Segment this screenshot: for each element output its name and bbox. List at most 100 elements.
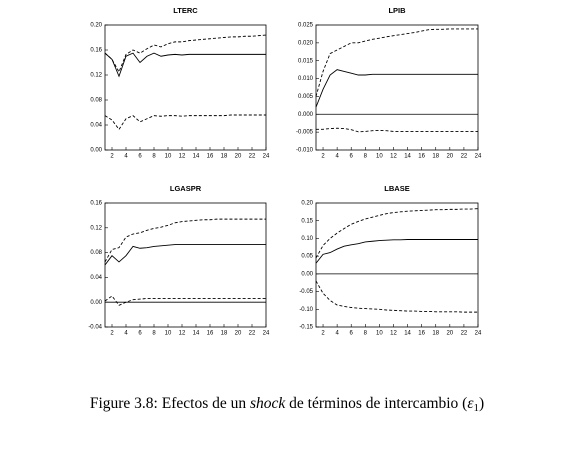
series-line [104, 218, 266, 263]
y-tick-label: 0.05 [301, 254, 313, 260]
series-line [315, 280, 478, 313]
x-tick-label: 20 [446, 154, 453, 160]
x-tick-label: 2 [110, 331, 114, 337]
y-tick-label: -0.15 [299, 325, 313, 331]
x-tick-label: 22 [249, 154, 256, 160]
plot-frame [104, 24, 267, 151]
x-tick-label: 10 [376, 331, 383, 337]
x-tick-label: 16 [207, 331, 214, 337]
series-line [104, 244, 266, 266]
y-tick-label: 0.005 [298, 94, 314, 100]
y-tick-label: 0.08 [90, 98, 102, 104]
caption-text: de términos de intercambio ( [289, 395, 467, 412]
y-tick-label: 0.15 [301, 218, 313, 224]
y-tick-label: -0.04 [88, 325, 102, 331]
chart-title: LBASE [384, 184, 409, 193]
series-line [315, 208, 479, 259]
x-tick-label: 4 [124, 154, 128, 160]
chart-title: LPIB [388, 6, 406, 15]
caption-text: ) [479, 395, 484, 412]
caption-text: Efectos de un [162, 395, 247, 412]
y-tick-label: 0.12 [90, 73, 102, 79]
x-tick-label: 4 [124, 331, 128, 337]
y-tick-label: 0.025 [298, 23, 314, 29]
x-tick-label: 20 [446, 331, 453, 337]
y-tick-label: 0.000 [298, 112, 314, 118]
x-tick-label: 8 [152, 154, 156, 160]
y-tick-label: 0.00 [90, 300, 102, 306]
caption-symbol: ε [467, 395, 474, 412]
x-tick-label: 12 [179, 331, 186, 337]
x-tick-label: 8 [152, 331, 156, 337]
x-tick-label: 24 [263, 154, 270, 160]
x-tick-label: 6 [350, 331, 354, 337]
x-tick-label: 8 [364, 331, 368, 337]
x-tick-label: 22 [461, 331, 468, 337]
x-tick-label: 2 [321, 331, 325, 337]
x-tick-label: 6 [350, 154, 354, 160]
x-tick-label: 18 [432, 331, 439, 337]
x-tick-label: 4 [335, 331, 339, 337]
x-tick-label: 16 [418, 331, 425, 337]
y-tick-label: 0.08 [90, 250, 102, 256]
x-tick-label: 2 [110, 154, 114, 160]
x-tick-label: 8 [364, 154, 368, 160]
caption-label: Figure 3.8: [90, 395, 158, 412]
x-tick-label: 14 [404, 331, 411, 337]
x-tick-label: 22 [249, 331, 256, 337]
y-tick-label: 0.12 [90, 225, 102, 231]
x-tick-label: 16 [418, 154, 425, 160]
x-tick-label: 10 [165, 154, 172, 160]
series-line [315, 239, 478, 264]
y-tick-label: -0.05 [299, 289, 313, 295]
x-tick-label: 18 [221, 331, 228, 337]
y-tick-label: 0.16 [90, 48, 102, 54]
y-tick-label: -0.10 [299, 307, 313, 313]
x-tick-label: 22 [461, 154, 468, 160]
y-tick-label: 0.10 [301, 236, 313, 242]
x-tick-label: 10 [165, 331, 172, 337]
y-tick-label: 0.16 [90, 201, 102, 207]
x-tick-label: 20 [235, 331, 242, 337]
x-tick-label: 18 [221, 154, 228, 160]
y-tick-label: -0.010 [296, 148, 314, 154]
y-tick-label: 0.010 [298, 76, 314, 82]
x-tick-label: 2 [321, 154, 325, 160]
x-tick-label: 16 [207, 154, 214, 160]
series-line [104, 114, 266, 131]
x-tick-label: 18 [432, 154, 439, 160]
y-tick-label: 0.020 [298, 40, 314, 46]
series-line [104, 34, 267, 73]
y-tick-label: 0.20 [90, 23, 102, 29]
series-line [316, 127, 478, 133]
x-tick-label: 20 [235, 154, 242, 160]
chart-title: LGASPR [170, 184, 202, 193]
x-tick-label: 6 [138, 331, 142, 337]
x-tick-label: 12 [179, 154, 186, 160]
chart-title: LTERC [173, 6, 198, 15]
x-tick-label: 10 [376, 154, 383, 160]
caption: Figure 3.8: Efectos de un shock de térmi… [90, 395, 484, 414]
y-tick-label: 0.04 [90, 275, 102, 281]
x-tick-label: 14 [404, 154, 411, 160]
caption-emphasis: shock [250, 395, 286, 412]
x-tick-label: 6 [138, 154, 142, 160]
x-tick-label: 12 [390, 154, 397, 160]
plot-frame [315, 24, 479, 151]
series-line [315, 28, 478, 97]
series-line [315, 69, 478, 108]
x-tick-label: 12 [390, 331, 397, 337]
x-tick-label: 14 [193, 331, 200, 337]
series-line [104, 295, 266, 306]
x-tick-label: 24 [263, 331, 270, 337]
y-tick-label: -0.005 [296, 130, 314, 136]
x-tick-label: 24 [475, 331, 482, 337]
y-tick-label: 0.20 [301, 201, 313, 207]
caption-subscript: 1 [473, 402, 479, 414]
y-tick-label: 0.04 [90, 123, 102, 129]
y-tick-label: 0.015 [298, 58, 314, 64]
y-tick-label: 0.00 [90, 148, 102, 154]
x-tick-label: 14 [193, 154, 200, 160]
series-line [104, 52, 266, 78]
